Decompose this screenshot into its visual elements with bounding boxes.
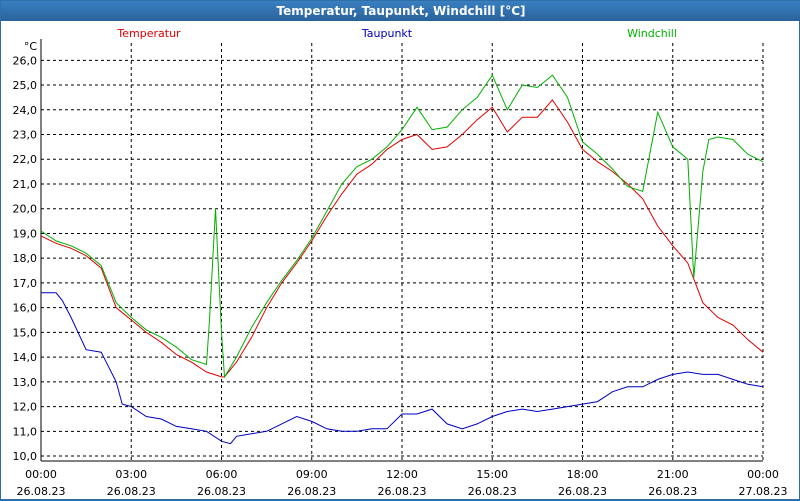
y-tick-label: 11,0 <box>13 425 38 438</box>
y-tick-label: 10,0 <box>13 450 38 463</box>
x-tick-time: 09:00 <box>296 468 328 481</box>
x-tick-date: 26.08.23 <box>17 485 66 498</box>
y-tick-label: 12,0 <box>13 401 38 414</box>
x-tick-date: 26.08.23 <box>468 485 517 498</box>
axes <box>40 39 763 462</box>
y-tick-label: 25,0 <box>13 79 38 92</box>
y-tick-label: 13,0 <box>13 376 38 389</box>
y-tick-label: 23,0 <box>13 129 38 142</box>
series-line-windchill <box>40 74 764 379</box>
y-tick-label: 14,0 <box>13 351 38 364</box>
x-tick-date: 26.08.23 <box>378 485 427 498</box>
y-tick-label: 21,0 <box>13 178 38 191</box>
y-axis-unit: °C <box>24 40 38 53</box>
series-line-temperatur <box>40 99 764 378</box>
legend-temperatur: Temperatur <box>116 27 181 40</box>
y-tick-label: 18,0 <box>13 252 38 265</box>
x-tick-time: 00:00 <box>747 468 779 481</box>
series-line-taupunkt <box>41 292 764 445</box>
y-tick-label: 20,0 <box>13 203 38 216</box>
grid <box>40 43 764 461</box>
x-tick-date: 26.08.23 <box>197 485 246 498</box>
tick-labels: 10,0 11,0 12,0 13,0 14,0 15,0 16,0 17,0 18,0 19,0… <box>13 40 788 498</box>
series-lines <box>40 74 764 445</box>
x-tick-date: 27.08.23 <box>739 485 788 498</box>
legend-taupunkt: Taupunkt <box>361 27 413 40</box>
x-tick-time: 06:00 <box>206 468 238 481</box>
x-tick-date: 26.08.23 <box>558 485 607 498</box>
y-tick-label: 19,0 <box>13 227 38 240</box>
y-tick-label: 16,0 <box>13 302 38 315</box>
x-tick-time: 00:00 <box>25 468 57 481</box>
legend-windchill: Windchill <box>627 27 677 40</box>
x-tick-date: 26.08.23 <box>107 485 156 498</box>
x-tick-time: 21:00 <box>657 468 689 481</box>
y-tick-label: 24,0 <box>13 104 38 117</box>
y-tick-label: 17,0 <box>13 277 38 290</box>
x-tick-time: 12:00 <box>386 468 418 481</box>
x-tick-time: 15:00 <box>476 468 508 481</box>
window-title: Temperatur, Taupunkt, Windchill [°C] <box>1 1 800 21</box>
x-tick-time: 18:00 <box>567 468 599 481</box>
y-tick-label: 22,0 <box>13 153 38 166</box>
y-tick-label: 26,0 <box>13 54 38 67</box>
legend: Temperatur Taupunkt Windchill <box>116 27 677 40</box>
x-tick-date: 26.08.23 <box>648 485 697 498</box>
x-tick-date: 26.08.23 <box>287 485 336 498</box>
y-tick-label: 15,0 <box>13 326 38 339</box>
x-tick-time: 03:00 <box>115 468 147 481</box>
